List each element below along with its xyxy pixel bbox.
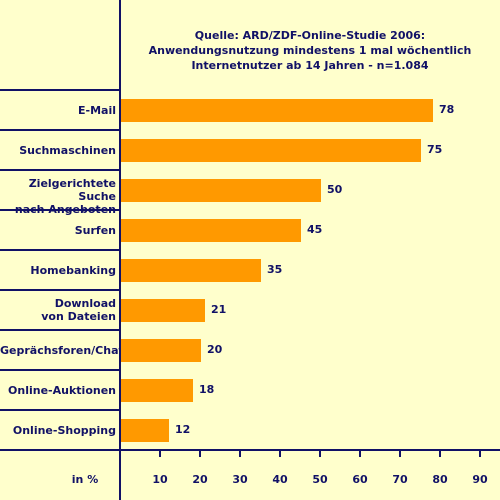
category-label-line: E-Mail bbox=[78, 103, 116, 117]
row-separator bbox=[0, 129, 120, 131]
x-tick-label: 20 bbox=[192, 473, 208, 486]
x-tick-mark bbox=[359, 451, 361, 457]
category-label-line: von Dateien bbox=[41, 310, 116, 323]
category-label: Zielgerichtete Suche nach Angeboten bbox=[0, 177, 116, 216]
category-label-line: Suchmaschinen bbox=[19, 143, 116, 157]
category-label: Online-Auktionen bbox=[0, 384, 116, 397]
bar bbox=[121, 298, 205, 322]
title-line-2: Anwendungsnutzung mindestens 1 mal wöche… bbox=[148, 44, 472, 57]
x-tick-mark bbox=[439, 451, 441, 457]
row-separator bbox=[0, 409, 120, 411]
bar bbox=[121, 178, 321, 202]
data-label: 75 bbox=[427, 143, 443, 156]
category-label: Geprächsforen/Chat bbox=[0, 343, 124, 357]
x-tick-mark bbox=[399, 451, 401, 457]
category-label-line: Download bbox=[54, 297, 116, 310]
x-tick-label: 90 bbox=[472, 473, 488, 486]
x-tick-mark bbox=[279, 451, 281, 457]
category-label: Online-Shopping bbox=[0, 424, 116, 437]
category-label: Homebanking bbox=[0, 264, 116, 277]
x-tick-label: 30 bbox=[232, 473, 248, 486]
data-label: 21 bbox=[211, 303, 227, 316]
bar bbox=[121, 378, 193, 402]
data-label: 12 bbox=[175, 423, 191, 436]
y-axis-line bbox=[119, 0, 121, 500]
data-label: 20 bbox=[207, 343, 223, 356]
category-label-line: Zielgerichtete Suche bbox=[28, 177, 116, 203]
row-separator bbox=[0, 329, 120, 331]
bar bbox=[121, 218, 301, 242]
data-label: 18 bbox=[199, 383, 215, 396]
data-label: 50 bbox=[327, 183, 343, 196]
chart-title: Quelle: ARD/ZDF-Online-Studie 2006: Anwe… bbox=[130, 28, 490, 73]
row-separator bbox=[0, 89, 120, 91]
x-tick-mark bbox=[479, 451, 481, 457]
category-label: Surfen bbox=[0, 224, 116, 237]
category-label: Download von Dateien bbox=[0, 297, 116, 323]
category-label: Suchmaschinen bbox=[0, 144, 116, 157]
x-tick-label: 80 bbox=[432, 473, 448, 486]
x-tick-label: 50 bbox=[312, 473, 328, 486]
row-separator bbox=[0, 249, 120, 251]
x-axis-unit-label: in % bbox=[71, 473, 99, 486]
x-axis-line bbox=[0, 449, 500, 451]
title-line-3: Internetnutzer ab 14 Jahren - n=1.084 bbox=[191, 59, 429, 72]
category-label-line: Homebanking bbox=[30, 263, 116, 277]
x-tick-label: 70 bbox=[392, 473, 408, 486]
category-label-line: nach Angeboten bbox=[14, 203, 116, 216]
data-label: 45 bbox=[307, 223, 323, 236]
category-label-line: Geprächsforen/Chat bbox=[0, 343, 124, 357]
bar bbox=[121, 258, 261, 282]
title-line-1: Quelle: ARD/ZDF-Online-Studie 2006: bbox=[194, 29, 426, 42]
x-tick-label: 40 bbox=[272, 473, 288, 486]
row-separator bbox=[0, 209, 120, 211]
category-label-line: Online-Auktionen bbox=[8, 383, 116, 397]
x-tick-mark bbox=[319, 451, 321, 457]
bar bbox=[121, 338, 201, 362]
category-label-line: Online-Shopping bbox=[12, 423, 116, 437]
bar bbox=[121, 418, 169, 442]
row-separator bbox=[0, 169, 120, 171]
bar bbox=[121, 138, 421, 162]
x-tick-label: 60 bbox=[352, 473, 368, 486]
data-label: 78 bbox=[439, 103, 455, 116]
x-tick-mark bbox=[159, 451, 161, 457]
row-separator bbox=[0, 369, 120, 371]
x-tick-label: 10 bbox=[152, 473, 168, 486]
row-separator bbox=[0, 289, 120, 291]
data-label: 35 bbox=[267, 263, 283, 276]
bar bbox=[121, 98, 433, 122]
category-label: E-Mail bbox=[0, 104, 116, 117]
category-label-line: Surfen bbox=[74, 223, 116, 237]
x-tick-mark bbox=[199, 451, 201, 457]
x-tick-mark bbox=[239, 451, 241, 457]
